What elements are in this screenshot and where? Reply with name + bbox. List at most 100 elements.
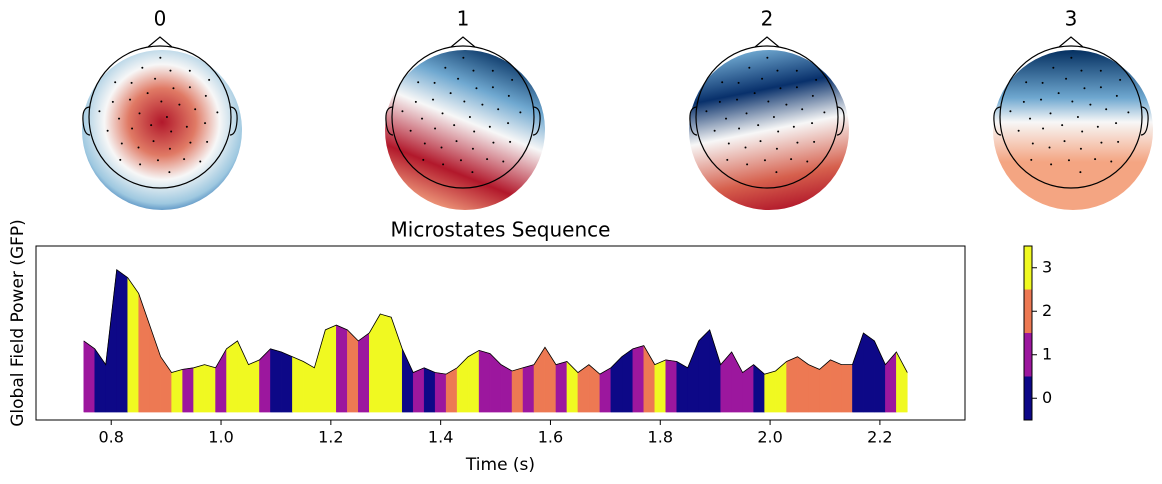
state-segment [830,359,842,413]
sensor [199,160,202,163]
ear [82,106,91,136]
sensor [1029,117,1032,120]
sensor [790,158,793,161]
ear [993,106,1002,136]
sensor [737,81,740,84]
state-segment [654,359,667,413]
state-segment [610,356,623,413]
x-tick-label: 1.8 [648,428,673,447]
sensor [488,125,491,128]
sensor [1089,103,1092,106]
topomap-title: 2 [761,7,774,31]
state-segment [566,360,579,413]
sensor [185,125,188,128]
state-segment [511,367,524,413]
sensor [795,69,798,72]
colorbar-swatch [1024,376,1032,420]
sensor [409,129,412,132]
sensor [1040,98,1043,101]
sensor [481,103,484,106]
state-segment [588,364,601,413]
ear [229,106,238,136]
state-segment [500,364,513,413]
sensor [1067,159,1070,162]
sensor [434,127,437,130]
sensor [414,100,417,103]
state-segment [698,329,710,413]
sensor [757,124,760,127]
sensor [507,122,510,125]
sensor [131,127,134,130]
colorbar-swatch [1024,246,1032,290]
state-segment [116,269,128,413]
sensor [718,100,721,103]
sensor [462,56,465,59]
x-tick-label: 2.2 [867,428,892,447]
sensor [761,77,764,80]
state-segment [863,332,875,413]
sensor [519,111,522,114]
sensor [146,92,149,95]
sensor [1094,158,1097,161]
sensor [154,77,157,80]
head-outline [391,45,535,189]
sensor [457,77,460,80]
state-segment [896,351,908,413]
ear [689,106,698,136]
sensor [141,66,144,69]
sensor [721,81,724,84]
chart-title: Microstates Sequence [391,218,611,242]
sensor [1048,146,1051,149]
x-tick-label: 1.0 [208,428,233,447]
sensor [130,81,133,84]
state-segment [336,324,348,413]
sensor [440,146,443,149]
state-segment [676,361,688,413]
sensor [1081,130,1084,133]
state-segment [380,313,392,413]
state-segment [347,329,359,413]
state-segment [412,367,425,413]
sensor [1080,69,1083,72]
state-segment [533,346,546,413]
sensor [441,112,444,115]
sensor [119,158,122,161]
sensor [795,86,798,89]
state-segment [226,340,238,413]
sensor [763,159,766,162]
sensor [160,100,163,103]
state-segment [874,340,886,413]
sensor [170,130,173,133]
sensor [823,111,826,114]
sensor [204,122,207,125]
state-segment [358,332,370,413]
state-segment [248,359,260,413]
state-segment [885,351,897,413]
sensor [1117,140,1120,143]
colorbar-tick-label: 3 [1042,257,1052,276]
sensor [775,147,778,150]
sensor [1017,129,1020,132]
sensor [188,69,191,72]
state-segment [434,372,447,413]
sensor [705,110,708,113]
sensor [748,66,751,69]
sensor [1063,140,1066,143]
sensor [111,100,114,103]
sensor [433,81,436,84]
state-segment [292,356,304,413]
sensor [801,108,804,111]
state-segment [687,340,699,413]
state-segment [423,367,436,413]
state-segment [401,348,414,413]
sensor [811,122,814,125]
sensor [206,140,209,143]
sensor [156,159,159,162]
sensor [725,117,728,120]
sensor [806,160,809,163]
sensor [442,163,445,166]
sensor [165,116,168,118]
sensor [1099,69,1102,72]
state-segment [841,364,853,413]
